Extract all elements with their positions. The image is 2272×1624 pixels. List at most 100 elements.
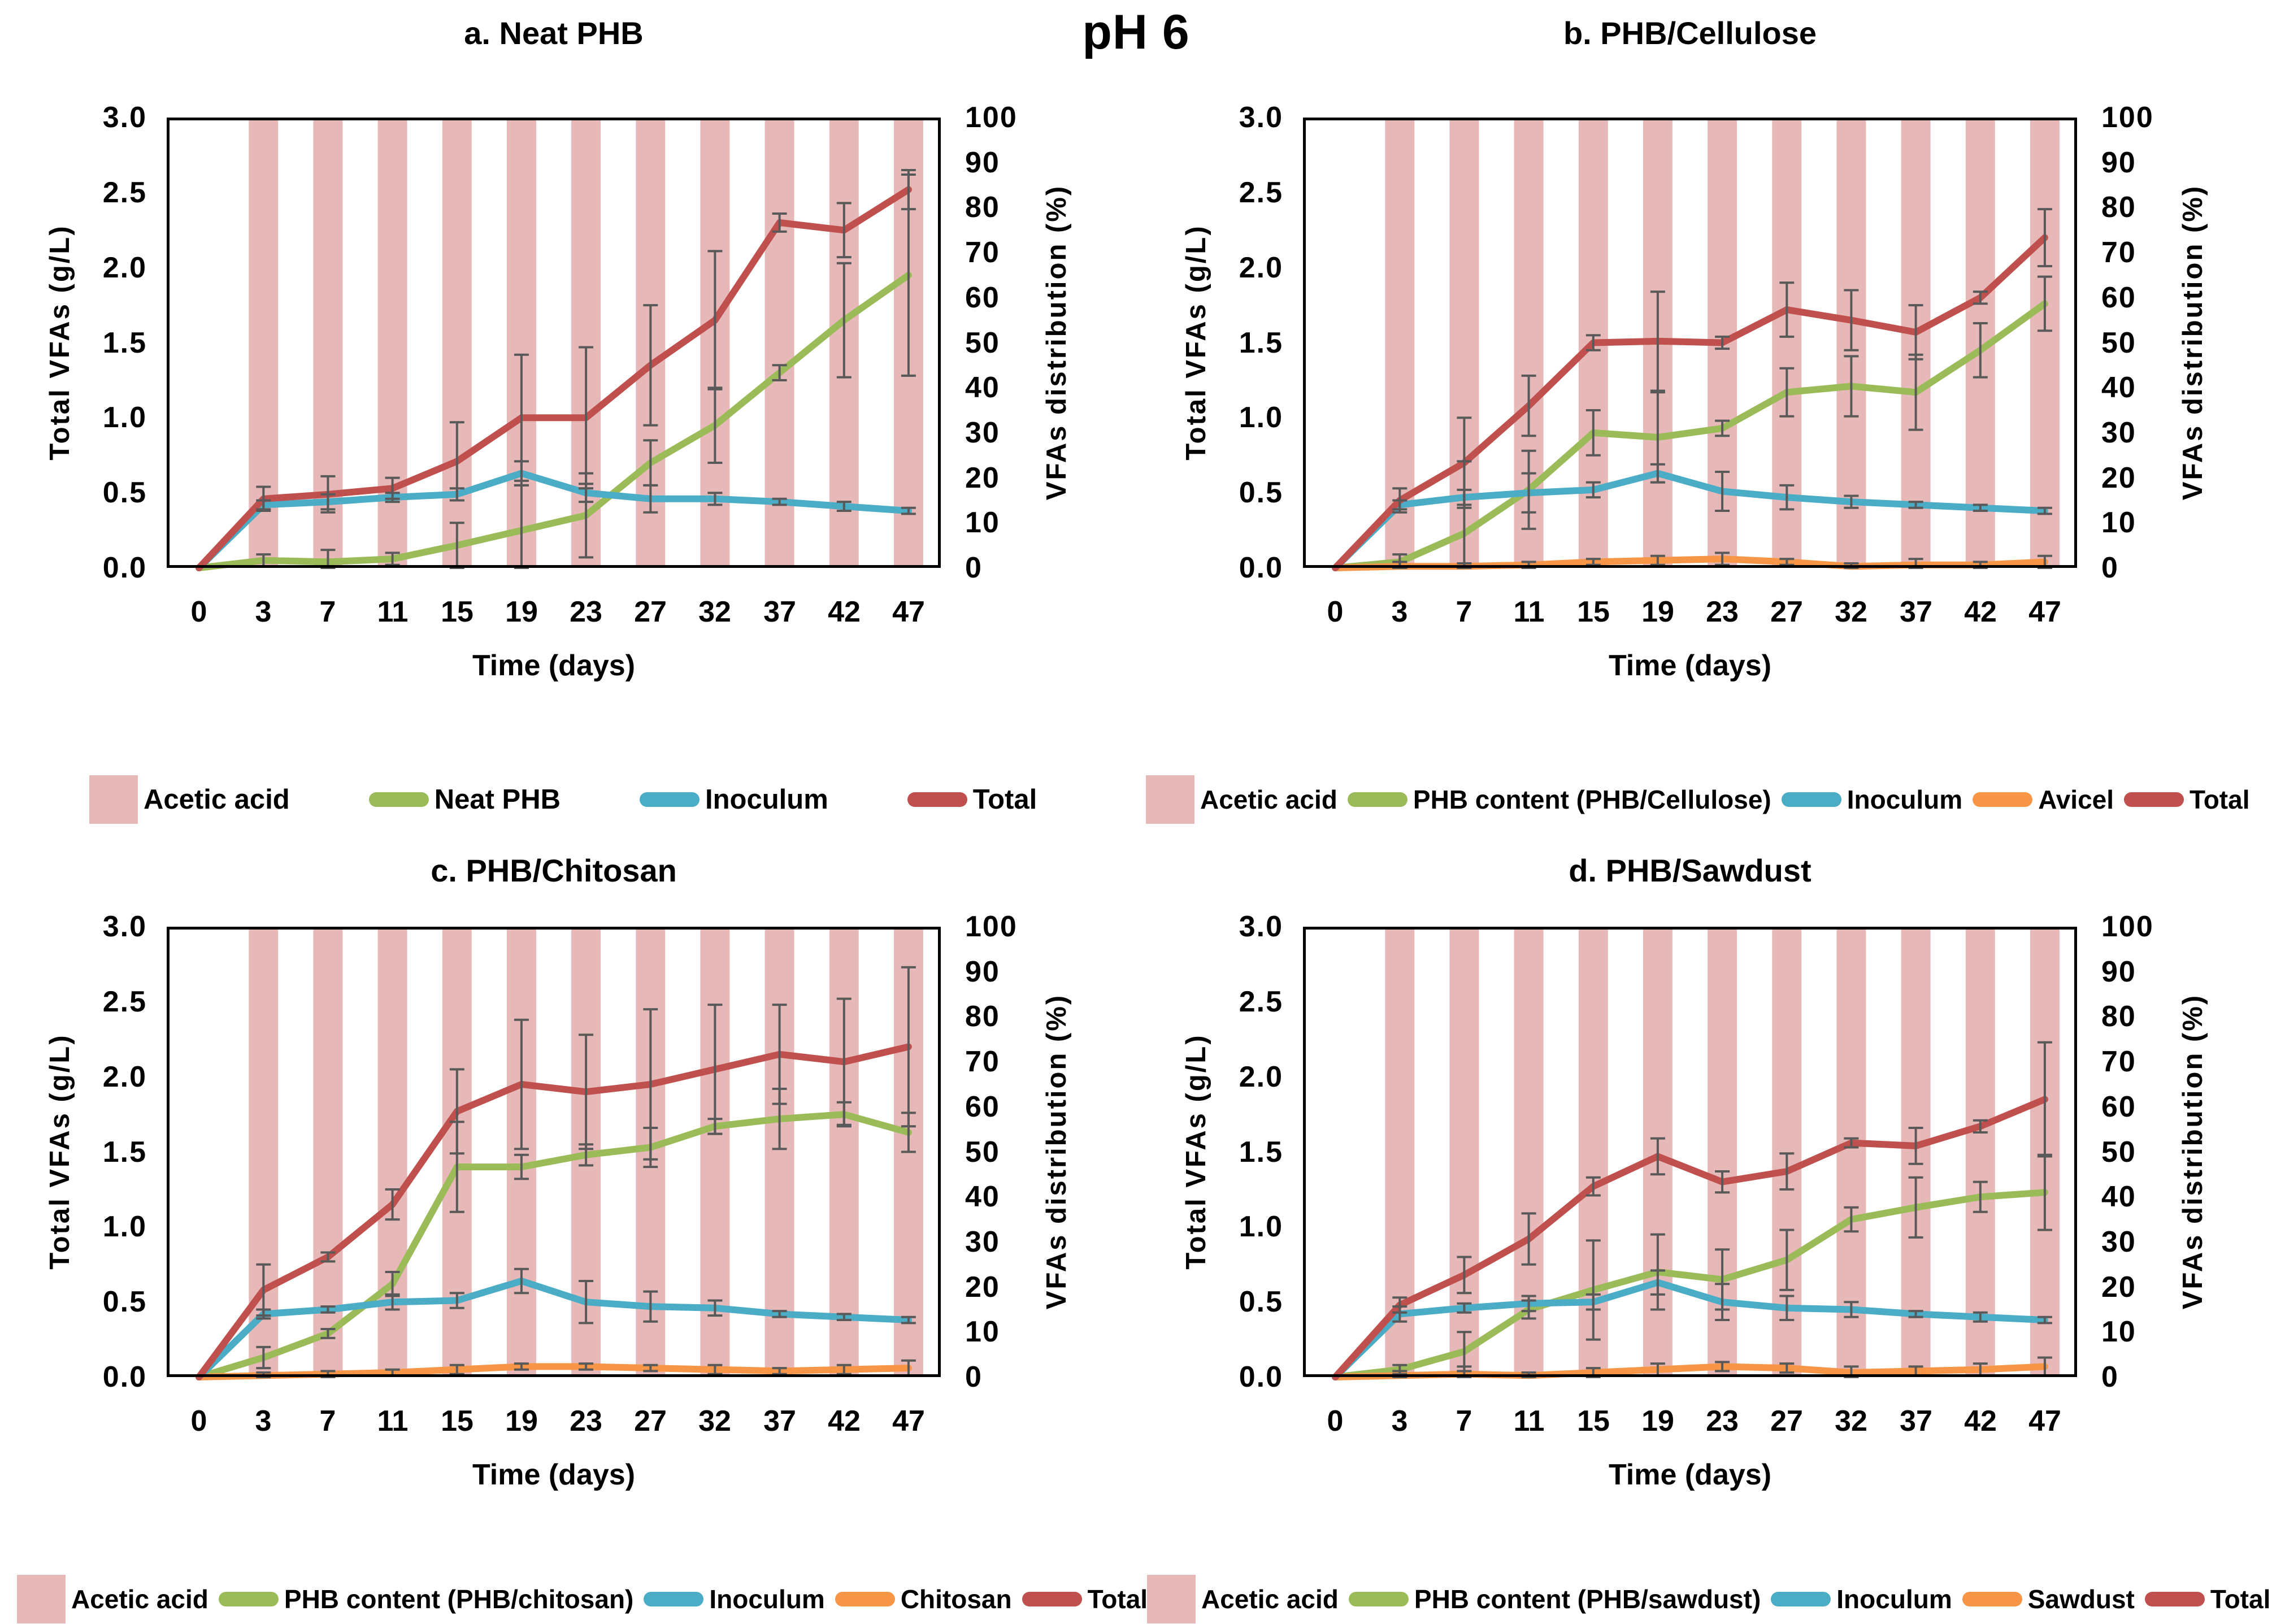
- legend-label: PHB content (PHB/chitosan): [284, 1584, 634, 1614]
- legend-swatch-bar: [1146, 775, 1194, 824]
- x-tick-label: 3: [1391, 596, 1408, 628]
- series-line-total: [1332, 234, 2048, 571]
- series-line-inoculum: [1332, 470, 2048, 571]
- error-bar: [1521, 472, 1536, 514]
- x-tick-label: 15: [441, 596, 473, 628]
- error-bar: [1521, 374, 1536, 437]
- error-bar: [514, 353, 529, 482]
- legend-label: Inoculum: [1847, 785, 1963, 814]
- error-bar: [1457, 416, 1472, 509]
- error-bar: [1779, 367, 1795, 418]
- error-bar: [1844, 1137, 1859, 1149]
- error-bar: [2037, 208, 2052, 267]
- error-bar: [1457, 1256, 1472, 1295]
- error-bar: [1521, 1295, 1536, 1313]
- error-bar: [1715, 1170, 1730, 1194]
- series-line-inoculum: [196, 470, 912, 571]
- error-bar: [1844, 1206, 1859, 1233]
- error-bar: [1585, 334, 1601, 351]
- x-tick-label: 0: [1327, 1405, 1344, 1438]
- plot-border: [167, 118, 941, 568]
- legend-item: Inoculum: [640, 784, 828, 815]
- error-bar: [1650, 1269, 1665, 1296]
- legend-label: Acetic acid: [144, 784, 290, 815]
- error-bar: [1715, 471, 1730, 512]
- x-tick-label: 3: [255, 596, 272, 628]
- error-bar: [1650, 1137, 1665, 1176]
- error-bar: [449, 1068, 464, 1155]
- legend-swatch-line: [1973, 792, 2033, 807]
- left-y-tick-label: 0.0: [102, 1361, 147, 1393]
- acetic-acid-bar: [506, 927, 536, 1377]
- legend-swatch-bar: [1147, 1575, 1196, 1623]
- legend-label: Neat PHB: [434, 784, 561, 815]
- error-bar: [1715, 1283, 1730, 1321]
- error-bar: [1779, 1228, 1795, 1291]
- x-tick-label: 37: [1900, 596, 1932, 628]
- x-tick-label: 42: [1964, 1405, 1997, 1438]
- error-bar: [1585, 409, 1601, 457]
- error-bar: [707, 492, 723, 506]
- error-bar: [1973, 1119, 1988, 1134]
- series-line-inoculum: [196, 1278, 912, 1380]
- error-bar: [449, 1364, 464, 1375]
- legend-swatch-line: [1347, 792, 1407, 807]
- x-tick-label: 42: [828, 596, 861, 628]
- error-bar: [1521, 1212, 1536, 1266]
- error-bar: [514, 1153, 529, 1180]
- error-bar: [836, 202, 852, 259]
- error-bar: [707, 1364, 723, 1375]
- error-bar: [1585, 1239, 1601, 1341]
- error-bar: [2037, 1315, 2052, 1325]
- error-bar: [772, 1310, 787, 1318]
- error-bar: [1650, 463, 1665, 484]
- legend-label: Inoculum: [705, 784, 828, 815]
- x-axis-title: Time (days): [472, 1458, 636, 1491]
- error-bar: [1973, 322, 1988, 379]
- error-bar: [1585, 481, 1601, 499]
- chart-title: b. PHB/Cellulose: [1563, 15, 1817, 51]
- legend-label: Acetic acid: [71, 1584, 208, 1614]
- x-tick-label: 27: [634, 1405, 667, 1438]
- error-bar: [1392, 1296, 1407, 1314]
- plot-area: [1303, 118, 2077, 571]
- error-bar: [385, 552, 400, 566]
- x-tick-label: 32: [698, 1405, 731, 1438]
- x-axis-title: Time (days): [472, 649, 636, 682]
- error-bar: [772, 364, 787, 381]
- legend-swatch-line: [368, 792, 429, 807]
- left-axis-title: Total VFAs (g/L): [45, 224, 75, 461]
- error-bar: [707, 1004, 723, 1135]
- x-tick-label: 23: [1706, 1405, 1739, 1438]
- error-bar: [320, 1305, 336, 1314]
- legend-item: Inoculum: [644, 1584, 825, 1614]
- x-tick-label: 3: [255, 1405, 272, 1438]
- error-bar: [901, 506, 916, 515]
- x-tick-label: 47: [2028, 1405, 2061, 1438]
- legend-chart-a: Acetic acid Neat PHB Inoculum Total: [89, 775, 1037, 824]
- legend-label: Total: [1087, 1584, 1148, 1614]
- left-y-tick-label: 0.0: [102, 552, 147, 584]
- error-bar: [320, 1251, 336, 1263]
- error-bar: [836, 501, 852, 512]
- x-tick-label: 23: [570, 1405, 602, 1438]
- x-tick-label: 19: [505, 1405, 538, 1438]
- error-bar: [1908, 1310, 1923, 1318]
- error-bar: [1650, 554, 1665, 566]
- error-bar: [1457, 1302, 1472, 1314]
- x-tick-label: 7: [1456, 1405, 1472, 1438]
- error-bar: [256, 1263, 271, 1317]
- legend-swatch-line: [1781, 792, 1841, 807]
- error-bar: [772, 1367, 787, 1375]
- right-y-tick-label: 100: [2101, 910, 2154, 943]
- error-bar: [1650, 290, 1665, 392]
- x-axis-title: Time (days): [1608, 649, 1772, 682]
- error-bar: [2037, 275, 2052, 332]
- error-bar: [1844, 355, 1859, 418]
- x-tick-label: 37: [763, 1405, 796, 1438]
- error-bar: [449, 421, 464, 502]
- error-bar: [901, 169, 916, 211]
- series-line-phb: [1332, 300, 2048, 571]
- x-tick-label: 0: [1327, 596, 1344, 628]
- legend-swatch-line: [1962, 1592, 2022, 1606]
